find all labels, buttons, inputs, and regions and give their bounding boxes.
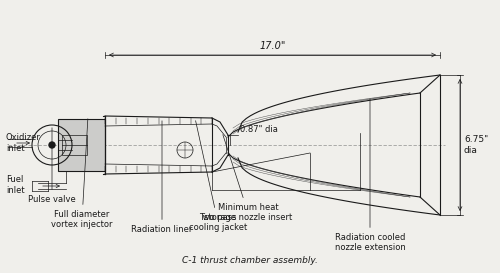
Text: 6.75"
dia: 6.75" dia bbox=[464, 135, 488, 155]
Text: Pulse valve: Pulse valve bbox=[28, 128, 76, 204]
Bar bbox=[58, 119, 105, 171]
Text: Fuel
inlet: Fuel inlet bbox=[6, 175, 25, 195]
Text: 0.87" dia: 0.87" dia bbox=[240, 124, 278, 133]
Bar bbox=[62, 135, 87, 155]
Text: 17.0": 17.0" bbox=[260, 41, 285, 51]
Text: Radiation cooled
nozzle extension: Radiation cooled nozzle extension bbox=[334, 99, 406, 253]
Text: Radiation liner: Radiation liner bbox=[132, 121, 192, 234]
Text: Oxidizer
inlet: Oxidizer inlet bbox=[6, 133, 41, 153]
Circle shape bbox=[49, 142, 55, 148]
Text: Full diameter
vortex injector: Full diameter vortex injector bbox=[52, 119, 113, 229]
Text: C-1 thrust chamber assembly.: C-1 thrust chamber assembly. bbox=[182, 256, 318, 265]
Text: Two pass
cooling jacket: Two pass cooling jacket bbox=[189, 121, 247, 232]
Text: Minimum heat
storage nozzle insert: Minimum heat storage nozzle insert bbox=[204, 135, 292, 222]
